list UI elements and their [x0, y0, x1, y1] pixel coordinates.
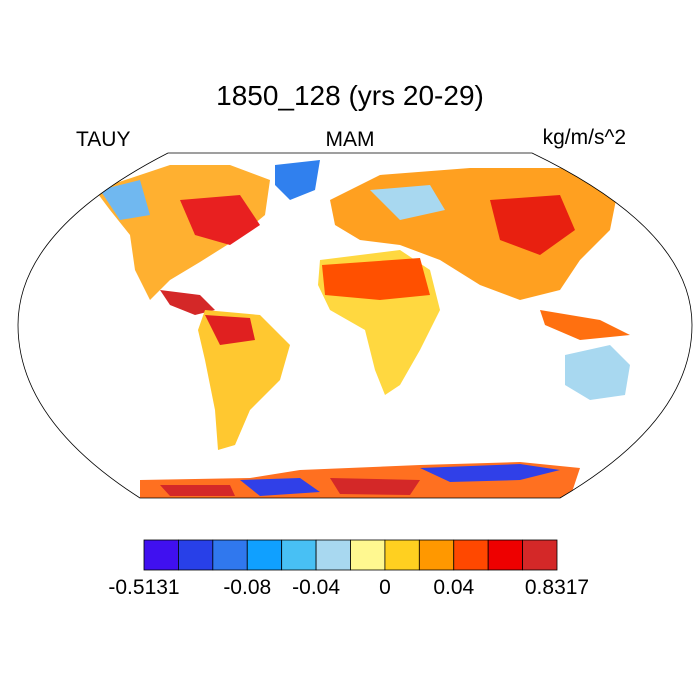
colorbar-box	[384, 539, 420, 571]
season-label: MAM	[325, 128, 375, 151]
north-america-blue	[100, 180, 150, 220]
north-america-red	[180, 195, 260, 245]
greenland	[275, 160, 320, 200]
land-fields	[95, 160, 630, 498]
colorbar-label: 0.8317	[524, 576, 590, 599]
colorbar-box	[522, 539, 558, 571]
indonesia	[540, 310, 630, 340]
colorbar-box	[453, 539, 489, 571]
plot-title: 1850_128 (yrs 20-29)	[216, 80, 484, 111]
colorbar-label: -0.08	[223, 576, 272, 599]
colorbar-box	[350, 539, 386, 571]
colorbar-box	[212, 539, 248, 571]
antarctica-blue	[240, 464, 560, 496]
antarctica-red	[160, 478, 420, 496]
eurasia-light	[370, 185, 445, 220]
eurasia-red	[490, 195, 575, 255]
south-america-red	[205, 315, 255, 345]
colorbar-box	[418, 539, 455, 571]
units-label: kg/m/s^2	[542, 126, 626, 149]
colorbar-label: -0.04	[292, 576, 341, 599]
central-america	[160, 290, 215, 315]
colorbar-box	[487, 539, 523, 571]
variable-label: TAUY	[76, 128, 131, 151]
sahara-red	[322, 258, 430, 300]
south-america	[198, 310, 290, 450]
colorbar-box	[178, 539, 214, 571]
australia	[565, 345, 630, 400]
colorbar	[143, 539, 558, 571]
colorbar-box	[143, 539, 179, 571]
colorbar-box	[315, 539, 351, 571]
colorbar-box	[281, 539, 317, 571]
colorbar-label: 0	[379, 576, 391, 599]
colorbar-label: -0.5131	[108, 576, 180, 599]
colorbar-box	[246, 539, 283, 571]
map-boundary	[17, 152, 693, 499]
colorbar-label: 0.04	[433, 576, 475, 599]
